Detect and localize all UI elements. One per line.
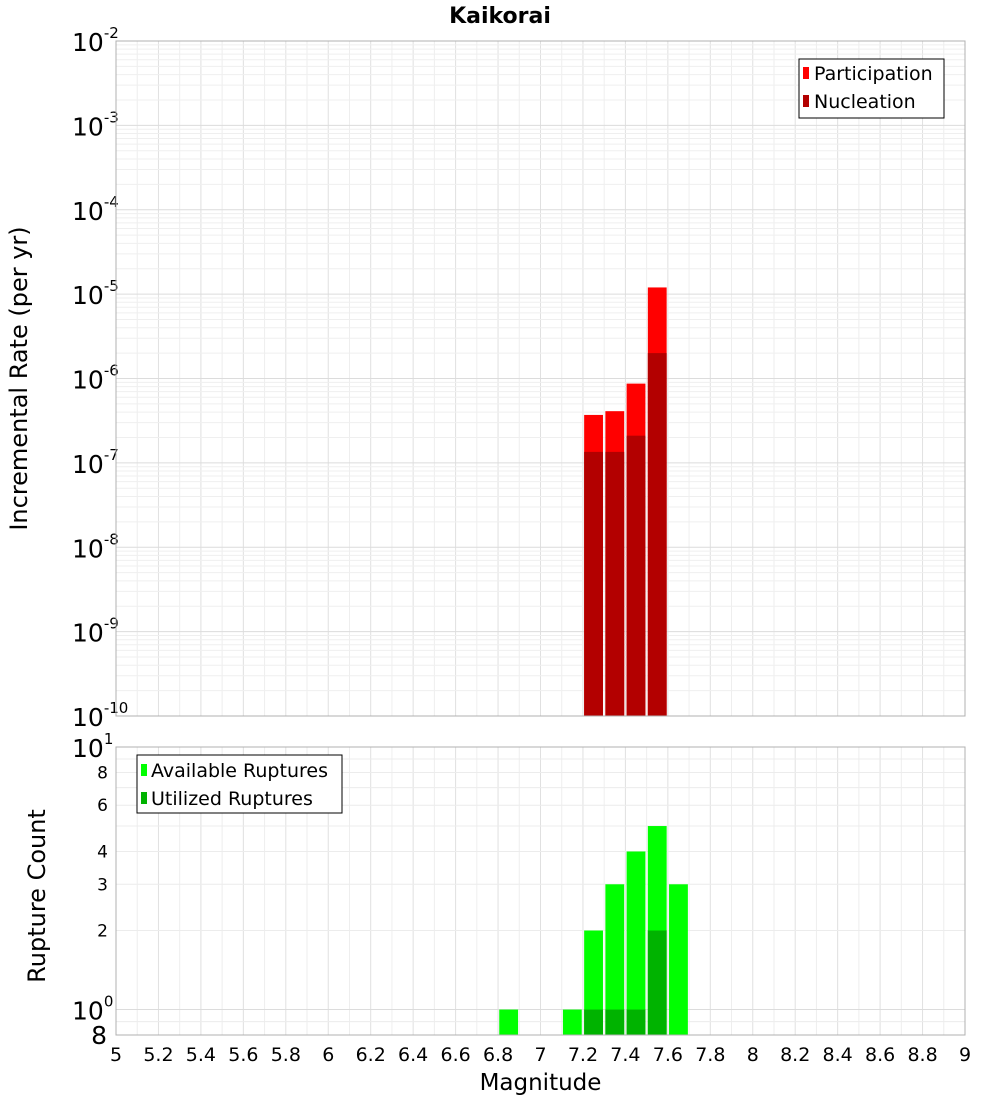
- available-ruptures-bar: [669, 884, 688, 1035]
- y-tick-exponent: -3: [104, 108, 119, 126]
- available-ruptures-bar: [584, 930, 603, 1035]
- plot-border: [115, 746, 966, 1036]
- x-tick-label: 5.6: [228, 1044, 258, 1066]
- y-tick-base: 10: [72, 997, 104, 1026]
- nucleation-bar: [605, 451, 625, 716]
- x-tick-label: 7.2: [568, 1044, 598, 1066]
- utilized-ruptures-bar: [584, 1009, 603, 1035]
- x-tick-label: 8.6: [865, 1044, 895, 1066]
- y-tick-label: 10-4: [72, 193, 119, 226]
- y-tick-exponent: -4: [104, 193, 119, 211]
- y-tick-label: 100: [72, 993, 113, 1026]
- x-axis-label: Magnitude: [480, 1070, 602, 1096]
- legend-swatch: [141, 764, 147, 776]
- x-tick-label: 8: [747, 1044, 759, 1066]
- legend: Available Ruptures Utilized Ruptures: [136, 754, 343, 814]
- y-tick-base: 10: [72, 534, 104, 563]
- legend-swatch: [141, 792, 147, 804]
- utilized-ruptures-bar: [647, 930, 667, 1035]
- x-tick-label: 7.4: [610, 1044, 640, 1066]
- x-tick-label: 8.4: [823, 1044, 853, 1066]
- y-tick-label: 10-9: [72, 615, 119, 648]
- x-tick-label: 9: [959, 1044, 971, 1066]
- utilized-ruptures-bar: [605, 1009, 625, 1035]
- available-ruptures-bar: [626, 851, 646, 1035]
- rate-plot: 10-1010-910-810-710-610-510-410-310-2Inc…: [5, 24, 966, 732]
- available-ruptures-bar: [562, 1009, 582, 1035]
- y-minor-tick-label: 8: [97, 763, 108, 783]
- plot-border: [115, 40, 966, 717]
- y-tick-label-bottom: 8: [91, 1021, 107, 1050]
- y-axis-label: Rupture Count: [23, 809, 51, 983]
- nucleation-bar: [647, 353, 667, 716]
- y-minor-tick-label: 6: [97, 796, 108, 816]
- nucleation-bar: [584, 451, 603, 716]
- y-tick-exponent: -5: [104, 277, 119, 295]
- x-tick-label: 7.6: [653, 1044, 683, 1066]
- x-tick-label: 6.6: [440, 1044, 470, 1066]
- x-tick-label: 6.2: [356, 1044, 386, 1066]
- y-tick-base: 10: [72, 450, 104, 479]
- y-tick-label: 10-2: [72, 24, 119, 57]
- legend-box: [136, 754, 343, 814]
- y-tick-label: 10-6: [72, 362, 119, 395]
- legend-swatch: [803, 67, 809, 79]
- y-tick-base: 10: [72, 619, 104, 648]
- y-tick-base: 10: [72, 703, 104, 732]
- y-tick-exponent: -7: [104, 446, 119, 464]
- y-tick-label: 10-3: [72, 108, 119, 141]
- y-minor-tick-label: 3: [97, 875, 108, 895]
- y-tick-exponent: -8: [104, 530, 119, 548]
- x-tick-label: 7.8: [695, 1044, 725, 1066]
- y-tick-exponent: -6: [104, 362, 119, 380]
- y-tick-exponent: 0: [104, 993, 114, 1011]
- y-tick-base: 10: [72, 281, 104, 310]
- legend-label: Utilized Ruptures: [151, 788, 313, 810]
- x-tick-label: 6.4: [398, 1044, 428, 1066]
- legend-label: Available Ruptures: [151, 760, 328, 782]
- y-tick-base: 10: [72, 112, 104, 141]
- nucleation-bar: [626, 435, 646, 716]
- utilized-ruptures-bar: [626, 1009, 646, 1035]
- x-tick-label: 5.8: [271, 1044, 301, 1066]
- y-tick-label: 101: [72, 730, 113, 763]
- x-tick-label: 6.8: [483, 1044, 513, 1066]
- legend-label: Nucleation: [814, 91, 916, 113]
- x-tick-label: 5.2: [143, 1044, 173, 1066]
- y-minor-tick-label: 4: [97, 842, 108, 862]
- y-axis-label: Incremental Rate (per yr): [5, 226, 33, 530]
- y-tick-base: 10: [72, 197, 104, 226]
- x-tick-label: 5: [110, 1044, 122, 1066]
- y-tick-base: 10: [72, 734, 104, 763]
- x-tick-label: 7: [534, 1044, 546, 1066]
- y-tick-label: 10-8: [72, 530, 119, 563]
- legend-swatch: [803, 95, 809, 107]
- legend: Participation Nucleation: [798, 58, 945, 119]
- x-tick-label: 8.2: [780, 1044, 810, 1066]
- y-tick-label: 10-5: [72, 277, 119, 310]
- x-tick-label: 8.8: [907, 1044, 937, 1066]
- available-ruptures-bar: [499, 1009, 519, 1035]
- y-tick-exponent: 1: [104, 730, 114, 748]
- legend-box: [798, 58, 945, 119]
- chart-title: Kaikorai: [449, 4, 551, 29]
- legend-label: Participation: [814, 63, 933, 85]
- y-tick-exponent: -2: [104, 24, 119, 42]
- y-tick-base: 10: [72, 366, 104, 395]
- y-tick-base: 10: [72, 28, 104, 57]
- available-ruptures-bar: [605, 884, 625, 1035]
- x-tick-label: 5.4: [186, 1044, 216, 1066]
- y-tick-label: 10-7: [72, 446, 119, 479]
- y-minor-tick-label: 2: [97, 922, 108, 942]
- y-tick-exponent: -9: [104, 615, 119, 633]
- x-tick-label: 6: [322, 1044, 334, 1066]
